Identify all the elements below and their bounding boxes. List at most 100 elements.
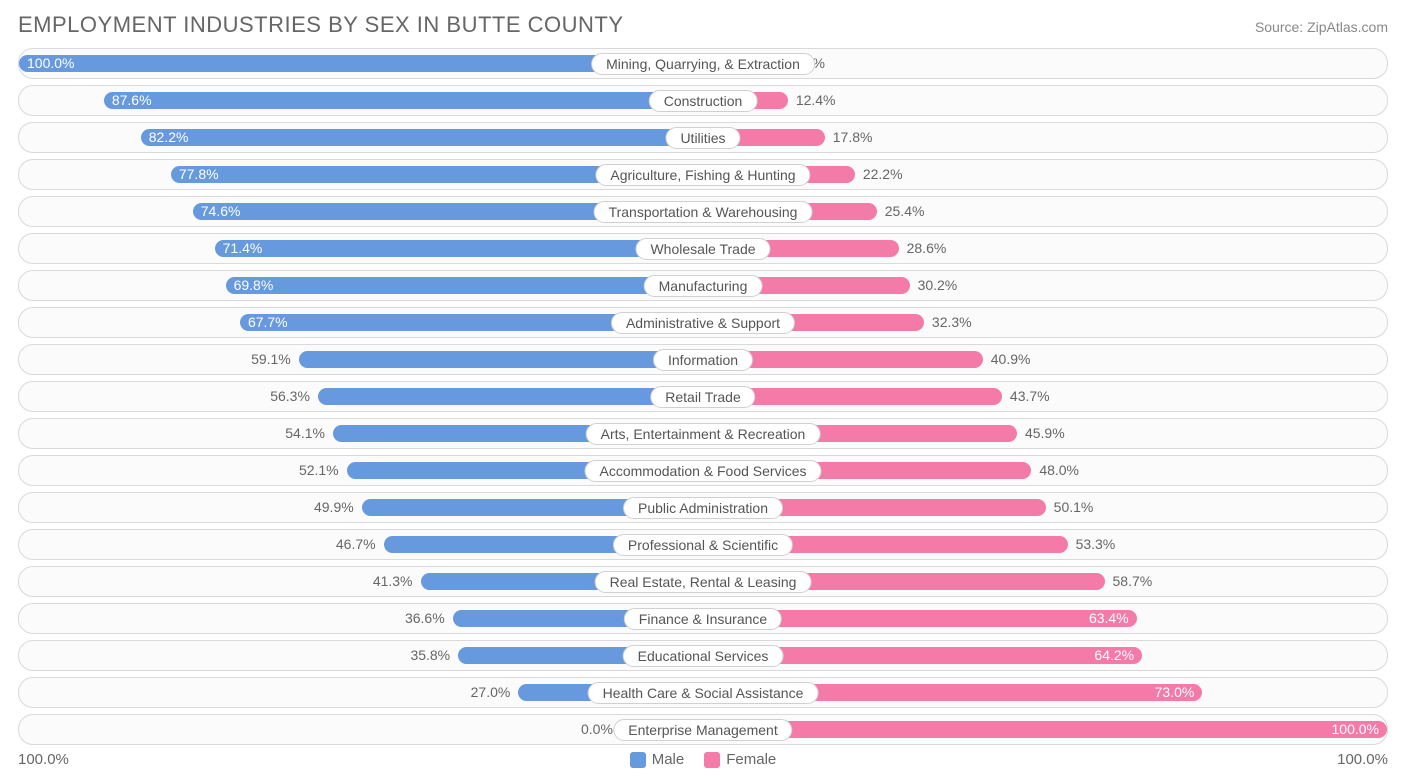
male-value: 74.6% — [201, 203, 241, 219]
source-name: ZipAtlas.com — [1307, 19, 1388, 35]
chart-row: 54.1%45.9%Arts, Entertainment & Recreati… — [18, 418, 1388, 449]
diverging-bar-chart: 100.0% 0.0% Mining, Quarrying, & Extractio… — [18, 48, 1388, 745]
male-value: 36.6% — [405, 610, 445, 626]
male-half: 46.7% — [19, 530, 703, 559]
male-half: 69.8% — [19, 271, 703, 300]
male-bar: 87.6% — [104, 92, 703, 109]
category-label: Professional & Scientific — [613, 534, 793, 556]
chart-footer: 100.0% Male Female 100.0% — [18, 751, 1388, 768]
category-label: Health Care & Social Assistance — [588, 682, 819, 704]
category-label: Retail Trade — [650, 386, 755, 408]
category-label: Construction — [649, 90, 758, 112]
male-half: 0.0% — [19, 715, 703, 744]
chart-row: 36.6%63.4%Finance & Insurance — [18, 603, 1388, 634]
female-value: 43.7% — [1010, 388, 1050, 404]
category-label: Manufacturing — [644, 275, 763, 297]
axis-right-max: 100.0% — [1337, 751, 1388, 768]
female-half: 100.0% — [703, 715, 1387, 744]
chart-row: 56.3% 43.7% Retail Trade — [18, 381, 1388, 412]
male-value: 100.0% — [27, 55, 74, 71]
male-half: 87.6% — [19, 86, 703, 115]
chart-row: 0.0% 100.0% Enterprise Management — [18, 714, 1388, 745]
male-bar: 59.1% — [299, 351, 703, 368]
female-half: 50.1% — [703, 493, 1387, 522]
male-half: 59.1% — [19, 345, 703, 374]
chart-row: 87.6% 12.4% Construction — [18, 85, 1388, 116]
male-value: 41.3% — [373, 573, 413, 589]
chart-row: 59.1%40.9%Information — [18, 344, 1388, 375]
category-label: Real Estate, Rental & Leasing — [595, 571, 812, 593]
male-value: 35.8% — [410, 647, 450, 663]
legend-swatch-male — [630, 752, 646, 768]
axis-left-max: 100.0% — [18, 751, 69, 768]
category-label: Educational Services — [623, 645, 784, 667]
female-value: 73.0% — [1155, 684, 1195, 700]
category-label: Accommodation & Food Services — [585, 460, 822, 482]
female-value: 48.0% — [1039, 462, 1079, 478]
legend-swatch-female — [704, 752, 720, 768]
category-label: Administrative & Support — [611, 312, 795, 334]
female-value: 30.2% — [918, 277, 958, 293]
male-bar: 69.8% — [226, 277, 703, 294]
chart-row: 69.8% 30.2% Manufacturing — [18, 270, 1388, 301]
chart-row: 77.8%22.2%Agriculture, Fishing & Hunting — [18, 159, 1388, 190]
male-value: 67.7% — [248, 314, 288, 330]
male-value: 56.3% — [270, 388, 310, 404]
female-value: 32.3% — [932, 314, 972, 330]
category-label: Utilities — [665, 127, 740, 149]
female-value: 53.3% — [1076, 536, 1116, 552]
female-bar: 100.0% — [703, 721, 1387, 738]
category-label: Information — [653, 349, 753, 371]
male-half: 67.7% — [19, 308, 703, 337]
female-half: 64.2% — [703, 641, 1387, 670]
female-value: 45.9% — [1025, 425, 1065, 441]
male-value: 52.1% — [299, 462, 339, 478]
chart-row: 27.0% 73.0% Health Care & Social Assistanc… — [18, 677, 1388, 708]
chart-row: 35.8% 64.2% Educational Services — [18, 640, 1388, 671]
female-value: 28.6% — [907, 240, 947, 256]
legend: Male Female — [630, 751, 777, 768]
female-value: 63.4% — [1089, 610, 1129, 626]
female-value: 12.4% — [796, 92, 836, 108]
male-half: 49.9% — [19, 493, 703, 522]
source-prefix: Source: — [1255, 19, 1303, 35]
legend-label-male: Male — [652, 751, 685, 768]
male-value: 46.7% — [336, 536, 376, 552]
male-half: 71.4% — [19, 234, 703, 263]
female-value: 100.0% — [1332, 721, 1379, 737]
chart-title: EMPLOYMENT INDUSTRIES BY SEX IN BUTTE CO… — [18, 12, 624, 38]
category-label: Transportation & Warehousing — [594, 201, 813, 223]
male-value: 0.0% — [581, 721, 613, 737]
legend-label-female: Female — [726, 751, 776, 768]
category-label: Wholesale Trade — [635, 238, 770, 260]
female-half: 32.3% — [703, 308, 1387, 337]
female-value: 25.4% — [885, 203, 925, 219]
chart-row: 67.7% 32.3% Administrative & Support — [18, 307, 1388, 338]
male-value: 71.4% — [223, 240, 263, 256]
male-bar: 82.2% — [141, 129, 703, 146]
male-bar: 56.3% — [318, 388, 703, 405]
female-half: 63.4% — [703, 604, 1387, 633]
male-bar: 71.4% — [215, 240, 703, 257]
female-half: 28.6% — [703, 234, 1387, 263]
legend-item-female: Female — [704, 751, 776, 768]
chart-row: 46.7% 53.3% Professional & Scientific — [18, 529, 1388, 560]
female-value: 64.2% — [1094, 647, 1134, 663]
male-value: 82.2% — [149, 129, 189, 145]
category-label: Public Administration — [623, 497, 783, 519]
male-value: 77.8% — [179, 166, 219, 182]
male-value: 27.0% — [471, 684, 511, 700]
male-value: 54.1% — [285, 425, 325, 441]
chart-source: Source: ZipAtlas.com — [1255, 19, 1388, 35]
category-label: Enterprise Management — [613, 719, 792, 741]
chart-row: 41.3% 58.7% Real Estate, Rental & Leasing — [18, 566, 1388, 597]
category-label: Mining, Quarrying, & Extraction — [591, 53, 815, 75]
male-value: 87.6% — [112, 92, 152, 108]
female-value: 17.8% — [833, 129, 873, 145]
female-value: 58.7% — [1113, 573, 1153, 589]
chart-row: 82.2% 17.8% Utilities — [18, 122, 1388, 153]
male-value: 69.8% — [234, 277, 274, 293]
female-half: 12.4% — [703, 86, 1387, 115]
female-value: 50.1% — [1054, 499, 1094, 515]
male-half: 56.3% — [19, 382, 703, 411]
